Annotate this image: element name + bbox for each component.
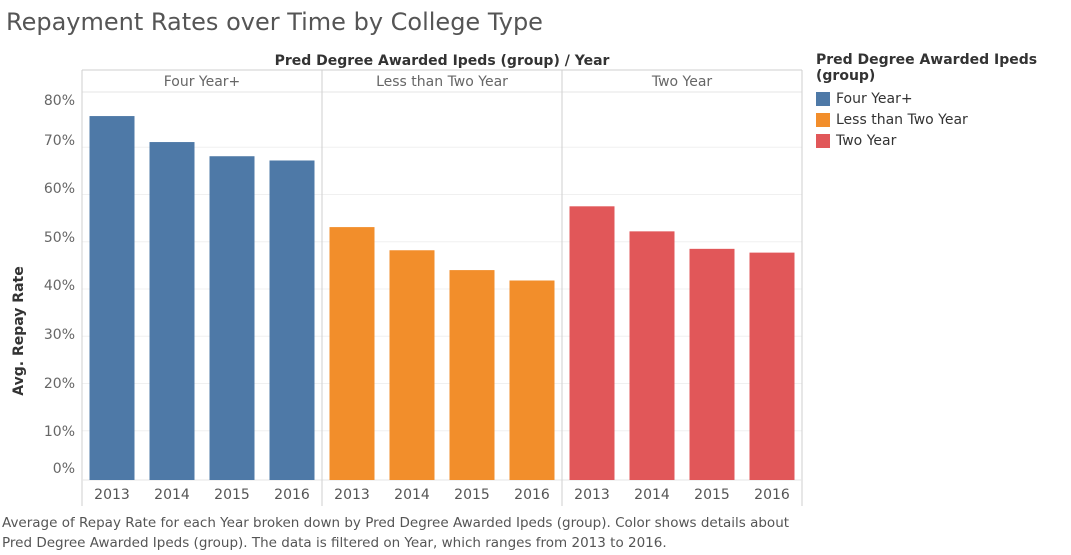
x-tick-label: 2016 [514,487,550,503]
bar [269,160,315,481]
y-tick-label: 50% [44,230,75,246]
bar [749,252,795,480]
y-tick-label: 20% [44,376,75,392]
y-tick-label: 0% [53,461,75,477]
legend-label: Two Year [836,132,897,149]
x-tick-label: 2013 [574,487,610,503]
x-tick-label: 2015 [694,487,730,503]
panel-header: Less than Two Year [376,74,508,90]
bar [509,280,555,480]
bar [209,156,255,481]
y-axis-label: Avg. Repay Rate [11,266,27,395]
x-tick-label: 2014 [394,487,430,503]
y-tick-label: 10% [44,424,75,440]
y-tick-label: 30% [44,327,75,343]
chart-title: Repayment Rates over Time by College Typ… [6,8,543,36]
y-tick-label: 80% [44,93,75,109]
x-tick-label: 2014 [154,487,190,503]
legend: Pred Degree Awarded Ipeds (group) Four Y… [816,52,1071,151]
bar [149,142,195,481]
panel-header: Four Year+ [164,74,241,90]
bar [569,206,615,480]
legend-swatch [816,112,830,127]
x-tick-label: 2014 [634,487,670,503]
y-tick-label: 60% [44,181,75,197]
chart-caption: Average of Repay Rate for each Year brok… [2,515,790,551]
bar [389,250,435,480]
x-tick-label: 2015 [454,487,490,503]
bar [629,231,675,480]
legend-title: Pred Degree Awarded Ipeds (group) [816,52,1038,84]
bar [329,227,375,480]
x-tick-label: 2013 [334,487,370,503]
y-tick-label: 70% [44,133,75,149]
legend-swatch [816,133,830,148]
column-header: Pred Degree Awarded Ipeds (group) / Year [275,53,610,69]
legend-label: Four Year+ [836,90,913,107]
legend-swatch [816,91,830,106]
x-tick-label: 2016 [274,487,310,503]
legend-item-less-than-two-year[interactable]: Less than Two Year [816,109,1071,130]
legend-item-four-year[interactable]: Four Year+ [816,88,1071,109]
y-tick-label: 40% [44,278,75,294]
legend-label: Less than Two Year [836,111,968,128]
x-tick-label: 2016 [754,487,790,503]
x-tick-label: 2015 [214,487,250,503]
legend-item-two-year[interactable]: Two Year [816,130,1071,151]
bar [689,248,735,480]
bar [449,270,495,480]
bar [89,116,135,480]
x-tick-label: 2013 [94,487,130,503]
panel-header: Two Year [651,74,713,90]
